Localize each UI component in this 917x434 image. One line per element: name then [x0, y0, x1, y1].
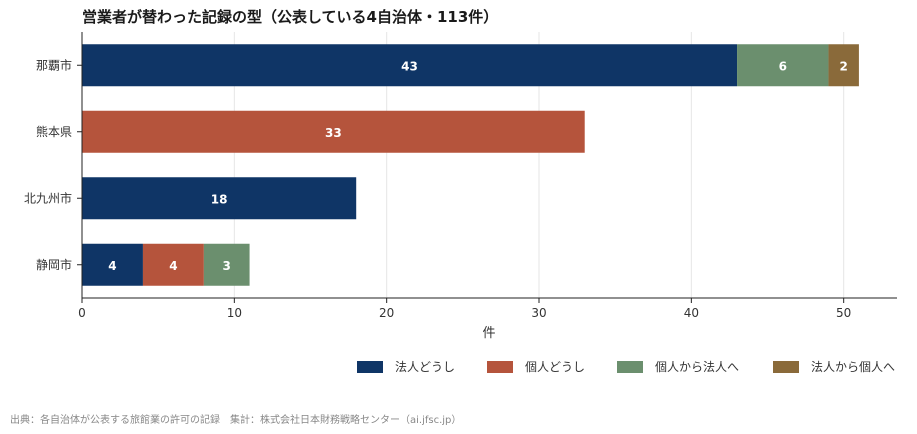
- legend-label: 個人どうし: [525, 360, 585, 374]
- bar-value-label: 3: [223, 259, 231, 273]
- category-label: 北九州市: [24, 190, 72, 205]
- bar-value-label: 4: [169, 259, 177, 273]
- bar-segment: [82, 243, 143, 286]
- bar-segment: [82, 110, 585, 153]
- legend-label: 法人から個人へ: [811, 360, 895, 374]
- bar-segment: [737, 44, 829, 87]
- axes: [81, 32, 897, 299]
- legend: 法人どうし 個人どうし 個人から法人へ 法人から個人へ: [357, 360, 895, 374]
- bar-value-label: 6: [779, 59, 787, 73]
- source-note: 出典：各自治体が公表する旅館業の許可の記録 集計：株式会社日本財務戦略センター（…: [10, 415, 462, 426]
- bar-segment: [203, 243, 250, 286]
- x-tick-label: 20: [379, 306, 394, 320]
- category-label: 熊本県: [36, 124, 72, 139]
- bar-value-label: 2: [840, 59, 848, 73]
- legend-swatch: [357, 361, 383, 373]
- bar-segment: [82, 177, 357, 220]
- bar-value-label: 43: [401, 59, 418, 73]
- chart-title: 営業者が替わった記録の型（公表している4自治体・113件）: [82, 8, 499, 26]
- bar-value-label: 33: [325, 126, 342, 140]
- bar-segment: [828, 44, 859, 87]
- category-label: 静岡市: [36, 257, 72, 272]
- x-tick-label: 30: [531, 306, 546, 320]
- bar-value-label: 18: [211, 192, 228, 206]
- x-tick-label: 50: [836, 306, 851, 320]
- bar-segment: [142, 243, 204, 286]
- legend-swatch: [487, 361, 513, 373]
- legend-swatch: [773, 361, 799, 373]
- legend-swatch: [617, 361, 643, 373]
- x-tick-label: 0: [78, 306, 86, 320]
- x-tick-label: 40: [684, 306, 699, 320]
- legend-label: 個人から法人へ: [655, 360, 739, 374]
- x-ticks: 0 10 20 30 40 50: [78, 298, 851, 320]
- bar-value-label: 4: [108, 259, 116, 273]
- x-tick-label: 10: [227, 306, 242, 320]
- category-label: 那覇市: [36, 57, 72, 72]
- legend-label: 法人どうし: [395, 360, 455, 374]
- bar-segment: [82, 44, 738, 87]
- x-axis-title: 件: [482, 326, 495, 341]
